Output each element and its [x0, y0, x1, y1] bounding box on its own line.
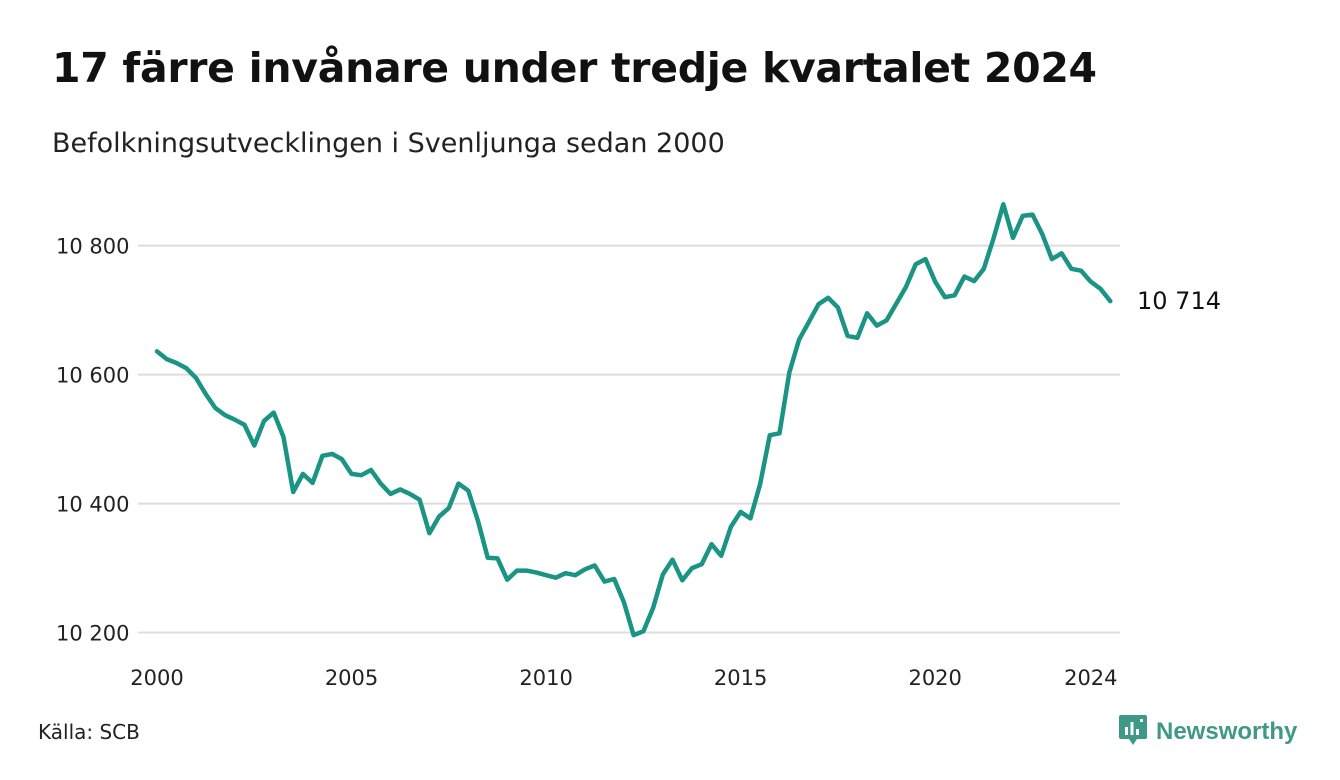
y-tick-label: 10 800	[56, 235, 129, 259]
source-note: Källa: SCB	[38, 720, 140, 744]
y-axis-ticks: 10 200 10 400 10 600 10 800	[56, 235, 129, 646]
x-tick-label: 2000	[130, 666, 183, 690]
series-line	[154, 202, 1113, 638]
gridlines	[138, 244, 1120, 634]
x-tick-label: 2010	[519, 666, 572, 690]
newsworthy-logo-icon	[1118, 713, 1148, 751]
y-tick-label: 10 200	[56, 622, 129, 646]
newsworthy-brand: Newsworthy	[1118, 713, 1297, 751]
end-value-label: 10 714	[1137, 287, 1221, 315]
x-axis-ticks: 2000 2005 2010 2015 2020 2024	[130, 666, 1117, 690]
y-tick-label: 10 400	[56, 493, 129, 517]
y-tick-label: 10 600	[56, 364, 129, 388]
chart-subtitle: Befolkningsutvecklingen i Svenljunga sed…	[52, 128, 725, 159]
x-tick-label: 2015	[714, 666, 767, 690]
line-chart: 10 200 10 400 10 600 10 800 2000 2005 2010 201…	[56, 202, 1221, 690]
x-tick-label: 2020	[908, 666, 961, 690]
x-tick-label: 2005	[325, 666, 378, 690]
chart-title: 17 färre invånare under tredje kvartalet…	[52, 44, 1097, 92]
brand-name: Newsworthy	[1156, 718, 1298, 745]
end-label-layer: 10 714	[1137, 287, 1221, 315]
series-line-layer	[154, 202, 1113, 638]
x-tick-label: 2024	[1064, 666, 1117, 690]
